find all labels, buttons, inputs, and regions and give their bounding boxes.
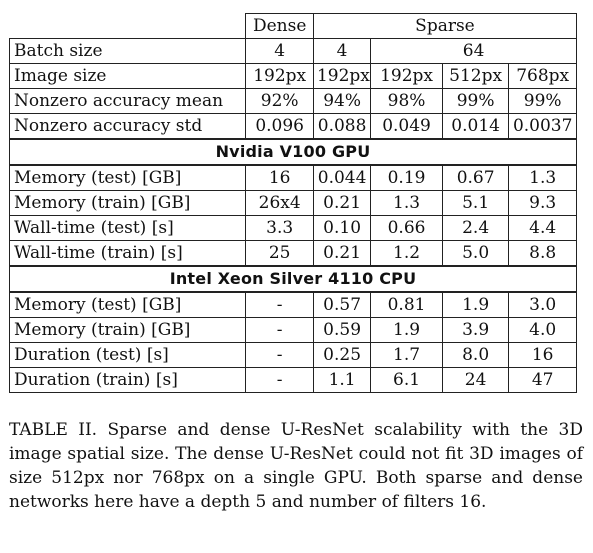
- table-row: Wall-time (train) [s] 25 0.21 1.2 5.0 8.…: [8, 240, 577, 267]
- row-label: Memory (test) [GB]: [8, 164, 247, 191]
- row-label: Memory (test) [GB]: [8, 291, 247, 318]
- table-cell: 0.21: [312, 190, 372, 216]
- table-cell: 0.049: [370, 113, 443, 140]
- table-cell: 8.8: [508, 240, 577, 267]
- table-cell: 1.7: [370, 342, 443, 368]
- table-cell: 4: [245, 38, 314, 64]
- row-label: Nonzero accuracy std: [8, 113, 247, 140]
- section-row-gpu: Nvidia V100 GPU: [9, 138, 577, 166]
- table-cell: 16: [508, 342, 577, 368]
- row-label: Image size: [8, 63, 247, 89]
- table-row: Wall-time (test) [s] 3.3 0.10 0.66 2.4 4…: [8, 215, 577, 241]
- table-row-image-size: Image size 192px 192px 192px 512px 768px: [8, 63, 577, 89]
- table-cell: 4: [312, 38, 372, 64]
- table-cell: 3.0: [508, 291, 577, 318]
- scalability-table: Dense Sparse Batch size 4 4 64 Image siz…: [8, 13, 578, 393]
- table-cell: 47: [508, 367, 577, 393]
- table-cell: 5.1: [441, 190, 510, 216]
- table-cell: 0.0037: [508, 113, 577, 140]
- table-row: Memory (train) [GB] - 0.59 1.9 3.9 4.0: [8, 317, 577, 343]
- table-row-accuracy-mean: Nonzero accuracy mean 92% 94% 98% 99% 99…: [8, 88, 577, 114]
- header-dense: Dense: [245, 13, 314, 39]
- section-row-cpu: Intel Xeon Silver 4110 CPU: [9, 265, 577, 293]
- table-cell: 0.25: [312, 342, 372, 368]
- table-cell: 26x4: [245, 190, 314, 216]
- table-cell: 5.0: [441, 240, 510, 267]
- table-cell: 0.10: [312, 215, 372, 241]
- table-cell: 192px: [245, 63, 314, 89]
- table-cell: 1.9: [370, 317, 443, 343]
- scalability-table-container: Dense Sparse Batch size 4 4 64 Image siz…: [8, 13, 585, 393]
- table-cell: 0.66: [370, 215, 443, 241]
- row-label: Duration (train) [s]: [8, 367, 247, 393]
- table-cell: -: [245, 291, 314, 318]
- table-cell: 99%: [441, 88, 510, 114]
- header-sparse: Sparse: [312, 13, 578, 39]
- table-cell: -: [245, 317, 314, 343]
- table-cell: 8.0: [441, 342, 510, 368]
- table-cell: 0.67: [441, 164, 510, 191]
- table-cell: 94%: [312, 88, 372, 114]
- table-row: Memory (test) [GB] - 0.57 0.81 1.9 3.0: [8, 291, 577, 318]
- table-cell: 64: [370, 38, 577, 64]
- table-cell: 512px: [441, 63, 510, 89]
- table-cell: 0.088: [312, 113, 372, 140]
- table-cell: 25: [245, 240, 314, 267]
- row-label: Memory (train) [GB]: [8, 190, 247, 216]
- table-cell: 3.9: [441, 317, 510, 343]
- table-row: Duration (train) [s] - 1.1 6.1 24 47: [8, 367, 577, 393]
- table-cell: 192px: [312, 63, 372, 89]
- table-cell: 3.3: [245, 215, 314, 241]
- table-cell: 192px: [370, 63, 443, 89]
- table-row: Memory (train) [GB] 26x4 0.21 1.3 5.1 9.…: [8, 190, 577, 216]
- table-cell: 4.4: [508, 215, 577, 241]
- table-row: Memory (test) [GB] 16 0.044 0.19 0.67 1.…: [8, 164, 577, 191]
- table-header-row: Dense Sparse: [9, 13, 578, 39]
- table-cell: 0.19: [370, 164, 443, 191]
- table-cell: 0.21: [312, 240, 372, 267]
- row-label: Wall-time (test) [s]: [8, 215, 247, 241]
- table-cell: 99%: [508, 88, 577, 114]
- table-cell: 0.57: [312, 291, 372, 318]
- table-cell: 768px: [508, 63, 577, 89]
- row-label: Nonzero accuracy mean: [8, 88, 247, 114]
- table-cell: 16: [245, 164, 314, 191]
- row-label: Duration (test) [s]: [8, 342, 247, 368]
- table-cell: 1.2: [370, 240, 443, 267]
- table-cell: 0.044: [312, 164, 372, 191]
- table-cell: -: [245, 367, 314, 393]
- table-cell: 6.1: [370, 367, 443, 393]
- table-cell: -: [245, 342, 314, 368]
- section-heading-gpu: Nvidia V100 GPU: [9, 138, 577, 166]
- table-cell: 1.3: [370, 190, 443, 216]
- table-row-accuracy-std: Nonzero accuracy std 0.096 0.088 0.049 0…: [8, 113, 577, 140]
- row-label: Batch size: [8, 38, 247, 64]
- table-cell: 2.4: [441, 215, 510, 241]
- table-row-batch-size: Batch size 4 4 64: [8, 38, 577, 64]
- row-label: Memory (train) [GB]: [8, 317, 247, 343]
- table-cell: 4.0: [508, 317, 577, 343]
- table-cell: 1.3: [508, 164, 577, 191]
- header-corner-cell: [9, 13, 247, 39]
- table-cell: 1.9: [441, 291, 510, 318]
- table-row: Duration (test) [s] - 0.25 1.7 8.0 16: [8, 342, 577, 368]
- row-label: Wall-time (train) [s]: [8, 240, 247, 267]
- table-cell: 92%: [245, 88, 314, 114]
- table-cell: 0.096: [245, 113, 314, 140]
- section-heading-cpu: Intel Xeon Silver 4110 CPU: [9, 265, 577, 293]
- table-cell: 0.59: [312, 317, 372, 343]
- table-cell: 0.81: [370, 291, 443, 318]
- table-cell: 24: [441, 367, 510, 393]
- table-cell: 98%: [370, 88, 443, 114]
- table-cell: 9.3: [508, 190, 577, 216]
- table-cell: 1.1: [312, 367, 372, 393]
- table-caption: TABLE II. Sparse and dense U-ResNet scal…: [9, 420, 583, 512]
- table-cell: 0.014: [441, 113, 510, 140]
